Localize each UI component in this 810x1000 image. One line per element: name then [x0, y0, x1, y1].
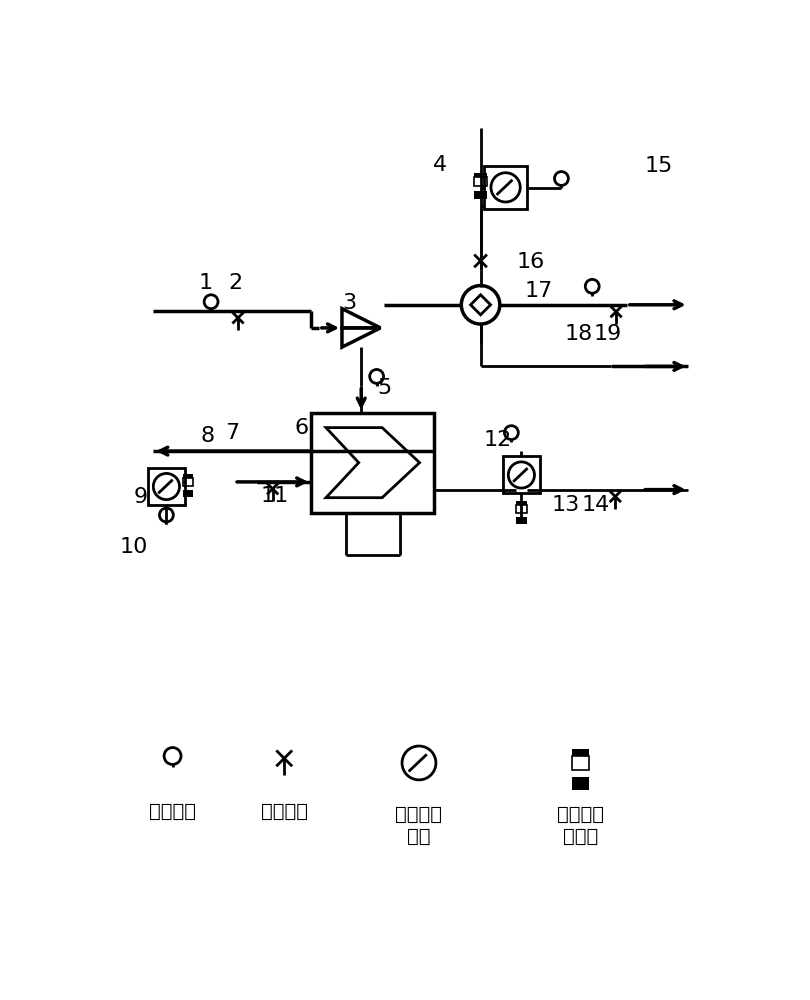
- Text: 9: 9: [133, 487, 147, 507]
- Bar: [475, 177, 487, 186]
- Text: 14: 14: [582, 495, 610, 515]
- Text: 15: 15: [645, 156, 673, 176]
- Bar: [516, 505, 526, 513]
- Text: 8: 8: [200, 426, 215, 446]
- Bar: [572, 749, 589, 763]
- Text: 18: 18: [565, 324, 592, 344]
- Text: 7: 7: [225, 423, 239, 443]
- Text: 4: 4: [433, 155, 447, 175]
- Text: 孔板、长
颈喷嘴: 孔板、长 颈喷嘴: [557, 805, 604, 846]
- Bar: [503, 456, 539, 493]
- Bar: [311, 413, 434, 513]
- Text: 6: 6: [295, 418, 309, 438]
- Text: 17: 17: [524, 281, 552, 301]
- Bar: [572, 756, 589, 770]
- Bar: [182, 478, 194, 486]
- Bar: [516, 501, 526, 509]
- Bar: [475, 173, 487, 181]
- Bar: [148, 468, 185, 505]
- Text: 12: 12: [484, 430, 512, 450]
- Text: 2: 2: [228, 273, 243, 293]
- Text: 压力测点: 压力测点: [149, 801, 196, 820]
- Text: 5: 5: [377, 378, 391, 398]
- Bar: [475, 191, 487, 199]
- Text: 1: 1: [198, 273, 213, 293]
- Bar: [572, 777, 589, 790]
- Text: 3: 3: [343, 293, 356, 313]
- Text: 13: 13: [551, 495, 579, 515]
- Text: 16: 16: [517, 252, 545, 272]
- Text: 10: 10: [120, 537, 148, 557]
- Bar: [182, 490, 194, 497]
- Bar: [516, 517, 526, 524]
- Bar: [484, 166, 526, 209]
- Text: 流量差压
测点: 流量差压 测点: [395, 805, 442, 846]
- Text: 温度测点: 温度测点: [261, 801, 308, 820]
- Text: 19: 19: [594, 324, 622, 344]
- Bar: [182, 474, 194, 482]
- Text: 11: 11: [260, 486, 288, 506]
